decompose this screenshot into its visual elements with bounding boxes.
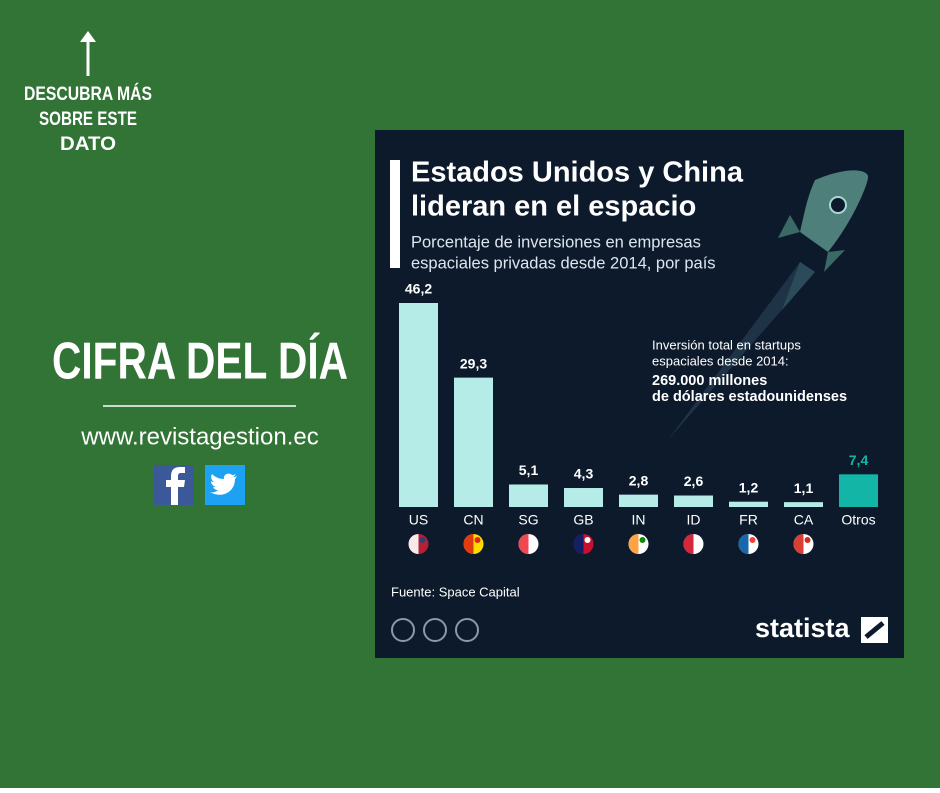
bar [509, 484, 548, 507]
flag-mark [694, 537, 701, 543]
flag-left [518, 534, 529, 554]
value-label: 1,2 [739, 479, 759, 495]
flag-left [573, 534, 584, 554]
value-label: 46,2 [405, 281, 432, 297]
flag-mark [804, 537, 811, 543]
flag-mark [584, 537, 591, 543]
flag-left [463, 534, 474, 554]
twitter-glyph [210, 473, 237, 495]
flag-mark [639, 537, 646, 543]
flag-left [408, 534, 419, 554]
bar [619, 494, 658, 507]
flag-left [683, 534, 694, 554]
bar [399, 303, 438, 507]
flag-mark [529, 537, 536, 543]
headline: CIFRA DEL DÍA [52, 333, 348, 391]
annotation-text: espaciales desde 2014: [652, 353, 789, 368]
category-label: SG [518, 512, 538, 528]
category-label: Otros [841, 512, 875, 528]
cta-line: DATO [60, 134, 116, 155]
cta-line: DESCUBRA MÁS [24, 83, 152, 105]
value-label: 29,3 [460, 355, 487, 371]
license-icons [391, 618, 479, 642]
bars: 46,2 US 29,3 CN 5,1 SG 4,3 GB 2,8 IN 2,6 ID 1,2 FR 1,1… [399, 281, 878, 554]
chart-subtitle: Porcentaje de inversiones en empresas [411, 233, 701, 251]
bar [454, 377, 493, 507]
flag-mark [474, 537, 481, 543]
flag [518, 534, 539, 554]
category-label: GB [573, 512, 593, 528]
title-accent [390, 160, 400, 268]
website[interactable]: www.revistagestion.ec [80, 423, 318, 450]
value-label: 5,1 [519, 462, 539, 478]
cta[interactable]: DESCUBRA MÁS SOBRE ESTE DATO [24, 83, 152, 155]
category-label: ID [687, 512, 701, 528]
brand-logo-slash [864, 621, 885, 639]
chart-title: Estados Unidos y China [411, 157, 744, 189]
flag [628, 534, 649, 554]
bar [784, 502, 823, 507]
value-label: 1,1 [794, 480, 814, 496]
rocket [668, 170, 869, 440]
flag-left [738, 534, 749, 554]
bar [564, 488, 603, 507]
flag-mark [419, 537, 426, 543]
category-label: US [409, 512, 428, 528]
source: Fuente: Space Capital [391, 584, 520, 599]
category-label: CN [463, 512, 483, 528]
value-label: 7,4 [849, 452, 869, 468]
value-label: 2,8 [629, 472, 649, 488]
cta-line: SOBRE ESTE [39, 109, 137, 130]
annotation-value: de dólares estadounidenses [652, 389, 847, 405]
flag [683, 534, 704, 554]
flag [793, 534, 814, 554]
arrow-head [80, 31, 96, 42]
flag-left [793, 534, 804, 554]
flag [573, 534, 594, 554]
category-label: IN [632, 512, 646, 528]
facebook-glyph [166, 467, 185, 505]
flag [738, 534, 759, 554]
bar [839, 474, 878, 507]
value-label: 4,3 [574, 466, 594, 482]
flag-mark [749, 537, 756, 543]
chart-subtitle: espaciales privadas desde 2014, por país [411, 254, 716, 272]
annotation-text: Inversión total en startups [652, 337, 801, 352]
bar [729, 501, 768, 507]
bar [674, 495, 713, 507]
flag [408, 534, 429, 554]
value-label: 2,6 [684, 473, 704, 489]
chart-title: lideran en el espacio [411, 191, 696, 223]
flag-left [628, 534, 639, 554]
annotation-value: 269.000 millones [652, 373, 767, 389]
category-label: CA [794, 512, 814, 528]
brand: statista [755, 613, 851, 643]
flag [463, 534, 484, 554]
category-label: FR [739, 512, 758, 528]
